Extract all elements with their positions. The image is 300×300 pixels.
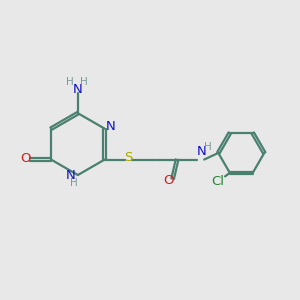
Text: H: H [204, 142, 212, 152]
Text: H: H [70, 178, 78, 188]
Text: N: N [73, 82, 83, 95]
Text: H: H [66, 77, 74, 87]
Text: N: N [106, 120, 116, 133]
Text: O: O [163, 174, 174, 187]
Text: N: N [66, 169, 75, 182]
Text: S: S [124, 151, 133, 164]
Text: Cl: Cl [211, 175, 224, 188]
Text: N: N [196, 145, 206, 158]
Text: H: H [80, 77, 88, 87]
Text: O: O [20, 152, 31, 165]
